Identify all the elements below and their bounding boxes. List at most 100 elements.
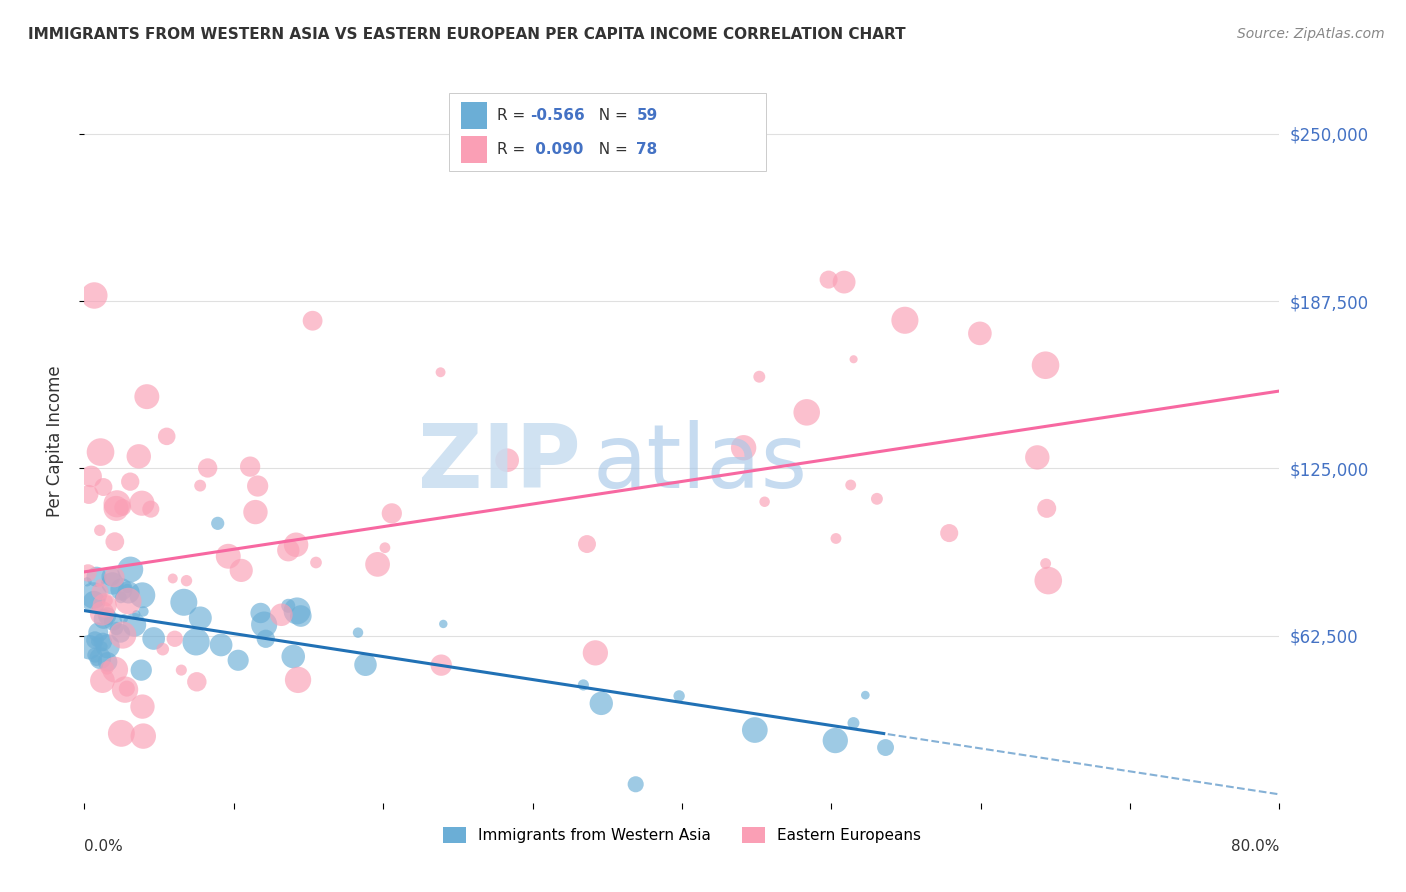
Point — [744, 723, 766, 737]
Text: 0.0%: 0.0% — [84, 838, 124, 854]
Point — [796, 405, 818, 419]
Point — [93, 599, 115, 613]
Bar — [461, 102, 486, 129]
Point — [89, 651, 111, 665]
Point — [285, 604, 308, 618]
Point — [114, 682, 136, 697]
Point — [249, 606, 271, 620]
Point — [125, 607, 148, 622]
Point — [77, 566, 100, 580]
Point — [188, 478, 211, 492]
Point — [128, 450, 150, 464]
Point — [117, 585, 139, 599]
Point — [131, 699, 153, 714]
Point — [1035, 501, 1057, 516]
Point — [824, 733, 846, 747]
Point — [1038, 574, 1060, 588]
Text: N =: N = — [589, 108, 633, 123]
Point — [111, 500, 134, 515]
Point — [152, 642, 174, 657]
Point — [374, 541, 396, 555]
Point — [101, 615, 124, 629]
Point — [112, 611, 135, 625]
Point — [894, 313, 917, 327]
Point — [430, 658, 453, 673]
Point — [170, 663, 193, 677]
Point — [89, 524, 111, 538]
Point — [381, 507, 404, 521]
Point — [270, 607, 292, 622]
Point — [96, 661, 118, 675]
Point — [246, 479, 269, 493]
Point — [83, 595, 105, 609]
Text: -0.566: -0.566 — [530, 108, 585, 123]
Point — [77, 640, 100, 655]
Point — [197, 461, 219, 475]
Point — [1035, 557, 1057, 571]
Point — [748, 369, 770, 384]
Point — [583, 646, 606, 660]
Point — [139, 502, 162, 516]
Point — [875, 740, 897, 755]
Point — [91, 673, 114, 688]
Point — [209, 638, 232, 652]
Point — [1026, 450, 1049, 465]
Text: atlas: atlas — [592, 420, 807, 507]
Point — [853, 688, 876, 702]
Point — [624, 777, 647, 791]
Point — [817, 272, 839, 286]
Point — [80, 469, 103, 483]
Point — [86, 653, 108, 667]
Point — [110, 591, 132, 605]
Point — [832, 275, 855, 289]
Point — [124, 617, 146, 632]
Point — [277, 599, 299, 613]
Point — [84, 633, 107, 648]
Point — [87, 625, 110, 640]
Point — [83, 288, 105, 302]
Point — [290, 609, 312, 624]
Point — [842, 716, 865, 731]
Point — [76, 574, 98, 589]
Point — [83, 589, 105, 603]
Point — [135, 390, 157, 404]
Point — [825, 532, 848, 546]
Point — [839, 478, 862, 492]
Point — [120, 475, 142, 489]
Point — [432, 616, 454, 631]
Point — [105, 501, 128, 516]
FancyBboxPatch shape — [449, 93, 766, 170]
Point — [733, 441, 755, 455]
Point — [111, 628, 134, 642]
Point — [754, 495, 776, 509]
Point — [285, 538, 308, 552]
Text: 80.0%: 80.0% — [1232, 838, 1279, 854]
Bar — [461, 136, 486, 163]
Point — [97, 655, 120, 669]
Text: R =: R = — [496, 142, 530, 157]
Point — [84, 648, 107, 662]
Point — [93, 612, 115, 626]
Point — [96, 594, 118, 608]
Point — [162, 572, 184, 586]
Point — [207, 516, 229, 531]
Point — [89, 584, 111, 599]
Point — [115, 681, 138, 696]
Point — [367, 558, 389, 572]
Point — [354, 657, 377, 672]
Text: 59: 59 — [637, 108, 658, 123]
Point — [572, 678, 595, 692]
Point — [231, 563, 253, 577]
Point — [188, 611, 211, 625]
Point — [842, 352, 865, 367]
Point — [91, 607, 114, 621]
Point — [277, 543, 299, 558]
Point — [173, 595, 195, 609]
Point — [226, 653, 249, 667]
Point — [591, 697, 613, 711]
Point — [575, 537, 598, 551]
Point — [120, 562, 142, 576]
Point — [245, 505, 267, 519]
Text: R =: R = — [496, 108, 530, 123]
Point — [84, 634, 107, 648]
